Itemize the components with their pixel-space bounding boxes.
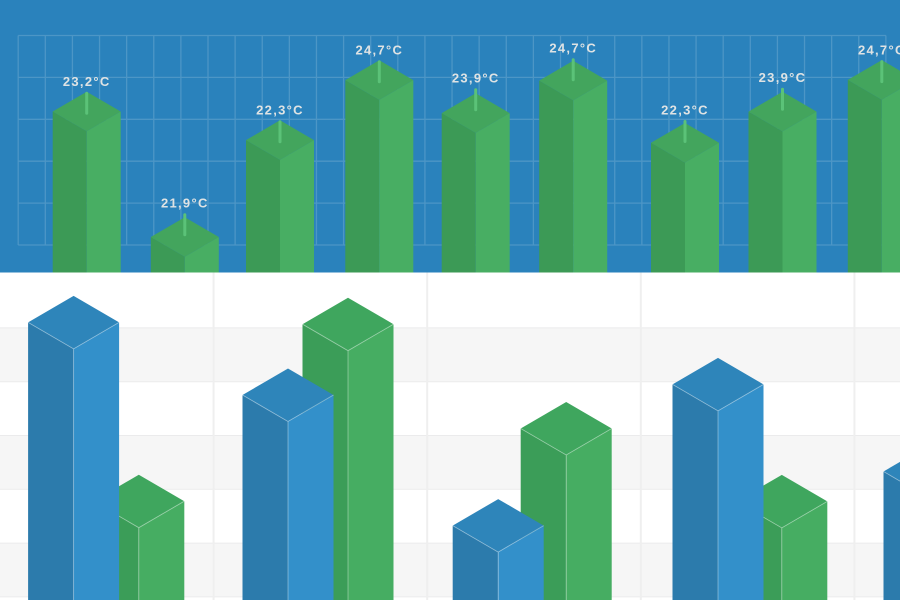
- svg-text:22,3°C: 22,3°C: [256, 103, 304, 118]
- svg-text:23,9°C: 23,9°C: [759, 70, 807, 85]
- svg-text:23,9°C: 23,9°C: [452, 71, 500, 86]
- svg-text:24,7°C: 24,7°C: [549, 41, 597, 56]
- svg-text:24,7°C: 24,7°C: [355, 43, 403, 58]
- svg-text:22,3°C: 22,3°C: [661, 102, 709, 117]
- svg-text:23,2°C: 23,2°C: [63, 74, 111, 89]
- svg-text:24,7°C: 24,7°C: [858, 43, 900, 58]
- svg-text:21,9°C: 21,9°C: [161, 196, 209, 211]
